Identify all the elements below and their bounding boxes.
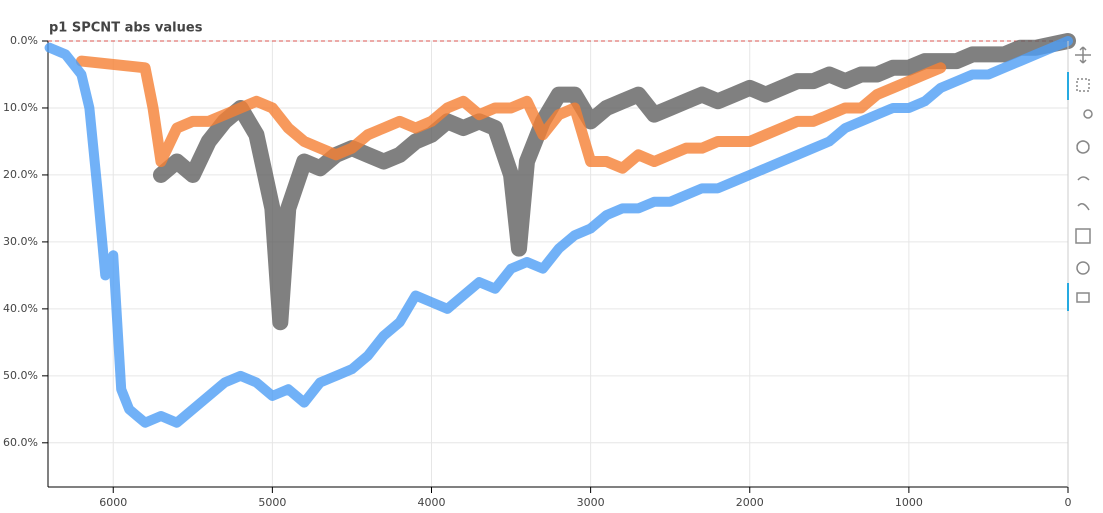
undo-tool[interactable] <box>1077 176 1090 181</box>
series-line <box>75 55 947 174</box>
toolbar <box>1067 41 1093 487</box>
x-tick-label: 2000 <box>736 496 764 509</box>
y-tick-label: 40.0% <box>3 302 38 315</box>
y-tick-label: 60.0% <box>3 436 38 449</box>
save-tool[interactable] <box>1075 228 1091 244</box>
x-tick-label: 1000 <box>895 496 923 509</box>
redo-tool[interactable] <box>1077 203 1090 211</box>
y-tick-label: 0.0% <box>10 34 38 47</box>
hover-tool[interactable] <box>1076 292 1090 303</box>
box-zoom-tool[interactable] <box>1076 78 1090 92</box>
series-line <box>152 33 1076 331</box>
y-tick-label: 30.0% <box>3 235 38 248</box>
reset-tool[interactable] <box>1076 140 1090 154</box>
wheel-zoom-tool[interactable] <box>1083 109 1093 119</box>
chart-title: p1 SPCNT abs values <box>49 21 203 36</box>
x-tick-label: 3000 <box>577 496 605 509</box>
y-tick-label: 50.0% <box>3 369 38 382</box>
x-tick-label: 4000 <box>417 496 445 509</box>
pan-tool[interactable] <box>1075 46 1091 64</box>
plot-area: 0.0% 10.0% 20.0% 30.0% 40.0% 50.0% 60.0% 6000 50… <box>3 33 1076 509</box>
series-line <box>44 36 1073 428</box>
x-tick-label: 6000 <box>99 496 127 509</box>
x-tick-label: 5000 <box>258 496 286 509</box>
y-tick-label: 20.0% <box>3 168 38 181</box>
x-tick-label: 0 <box>1065 496 1072 509</box>
y-tick-label: 10.0% <box>3 101 38 114</box>
crosshair-tool[interactable] <box>1076 261 1090 275</box>
